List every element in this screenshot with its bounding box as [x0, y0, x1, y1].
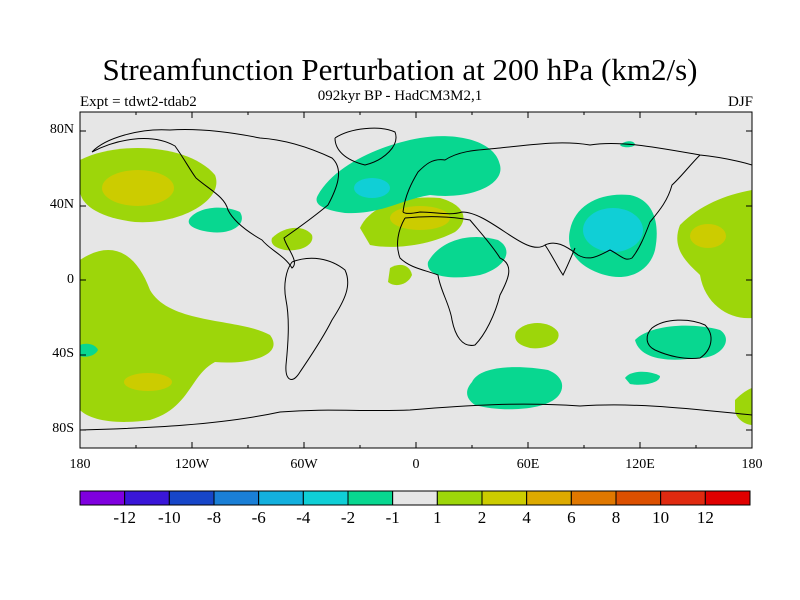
experiment-label: Expt = tdwt2-tdab2: [80, 94, 197, 110]
colorbar-swatch: [392, 490, 438, 506]
x-tick-label: 60W: [290, 457, 318, 472]
colorbar-swatch: [302, 490, 349, 506]
coast-antarctica: [80, 403, 752, 431]
region-south-atlantic-small: [388, 264, 412, 286]
colorbar: [79, 490, 751, 506]
x-tick-label: 180: [741, 457, 763, 472]
colorbar-label: 8: [611, 508, 621, 527]
colorbar-swatch: [660, 490, 706, 506]
colorbar-swatch: [615, 490, 662, 506]
colorbar-label: 12: [696, 508, 714, 527]
model-label: 092kyr BP - HadCM3M2,1: [317, 88, 483, 104]
region-west-atlantic: [188, 207, 242, 233]
plot-title: Streamfunction Perturbation at 200 hPa (…: [102, 52, 698, 87]
axis-ticks: [79, 112, 753, 448]
region-indian-ocean: [515, 323, 559, 349]
region-south-australia: [735, 388, 752, 425]
colorbar-swatch: [526, 490, 572, 506]
coastlines: [80, 127, 752, 431]
colorbar-label: 6: [567, 508, 576, 527]
region-north-africa: [427, 236, 507, 278]
x-tick-label: 60E: [516, 457, 540, 472]
region-southern-ocean: [467, 367, 563, 410]
y-tick-label: 0: [67, 272, 74, 287]
core-west-pacific: [690, 224, 726, 248]
coast-europe-asia: [402, 142, 752, 260]
colorbar-label: 10: [652, 508, 670, 527]
colorbar-label: -6: [251, 508, 266, 527]
colorbar-label: -1: [385, 508, 400, 527]
colorbar-swatch: [347, 490, 394, 506]
colorbar-swatch: [79, 490, 126, 506]
coast-greenland: [334, 127, 397, 166]
colorbar-swatch: [213, 490, 260, 506]
colorbar-swatch: [436, 490, 483, 506]
colorbar-swatch: [704, 490, 751, 506]
colorbar-swatch: [258, 490, 304, 506]
map-panel: [80, 112, 752, 448]
negative-core-contours: [354, 178, 643, 252]
x-tick-label: 180: [69, 457, 91, 472]
region-south-pacific-west: [80, 343, 98, 357]
x-tick-label: 120E: [625, 457, 655, 472]
region-tasman: [625, 371, 660, 385]
coast-north-america: [91, 128, 340, 269]
x-tick-label: 120W: [174, 457, 210, 472]
region-caribbean: [271, 227, 313, 251]
colorbar-label: -2: [340, 508, 356, 527]
core-mediterranean: [390, 206, 450, 230]
colorbar-swatch: [124, 490, 170, 506]
coast-south-america: [284, 257, 349, 380]
colorbar-label: -8: [206, 508, 222, 527]
coast-india: [544, 244, 576, 276]
core-east-asia: [583, 208, 643, 252]
coast-africa: [397, 216, 510, 346]
y-tick-label: 40N: [49, 197, 74, 212]
y-tick-label: 40S: [52, 346, 74, 361]
colorbar-label: -10: [157, 508, 181, 527]
colorbar-label: 2: [477, 508, 487, 527]
colorbar-label: 1: [433, 508, 442, 527]
colorbar-swatch: [570, 490, 617, 506]
coast-australia: [646, 319, 712, 359]
x-tick-label: 0: [412, 457, 420, 472]
colorbar-label: -4: [296, 508, 311, 527]
core-north-atlantic: [354, 178, 390, 198]
y-tick-label: 80N: [49, 122, 74, 137]
core-north-pacific: [102, 170, 174, 206]
colorbar-swatch: [168, 490, 215, 506]
positive-core-contours: [102, 170, 726, 391]
region-west-pacific: [677, 190, 752, 319]
colorbar-label: 4: [522, 508, 531, 527]
colorbar-swatch: [481, 490, 528, 506]
season-label: DJF: [727, 94, 753, 110]
colorbar-label: -12: [113, 508, 136, 527]
y-tick-label: 80S: [52, 421, 74, 436]
core-south-pacific: [124, 373, 172, 391]
